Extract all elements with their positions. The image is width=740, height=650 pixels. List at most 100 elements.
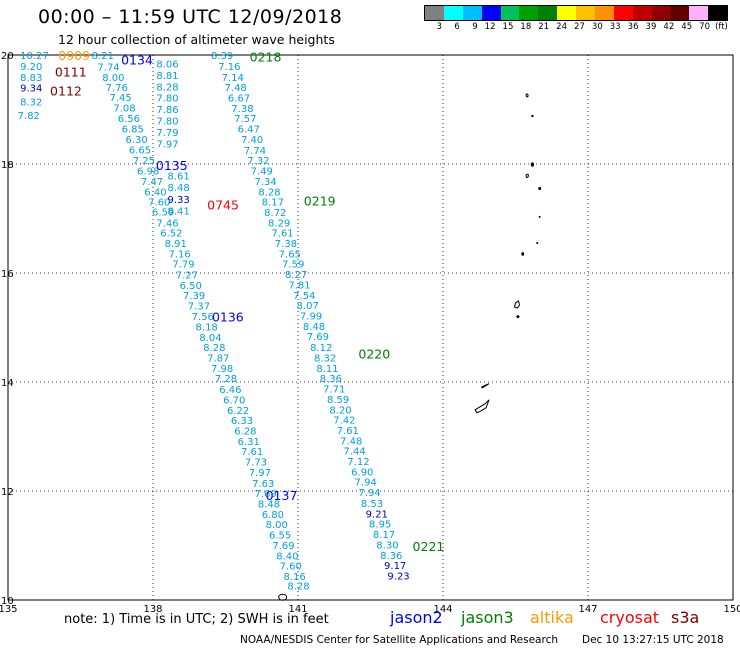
island-ulithi: [278, 593, 288, 601]
swh-value: 8.32: [314, 353, 336, 364]
swh-value: 8.06: [156, 60, 178, 71]
swh-value: 6.85: [122, 125, 144, 136]
lon-tick-label: 147: [578, 604, 597, 615]
map-frame: [7, 54, 734, 601]
land-islands: [278, 93, 542, 601]
island-dot: [516, 315, 520, 319]
swh-value: 7.71: [323, 385, 345, 396]
swh-value: 8.28: [287, 581, 309, 592]
swh-value: 8.00: [266, 520, 288, 531]
swh-value: 7.14: [222, 73, 244, 84]
swh-value: 8.36: [320, 374, 342, 385]
island-pagan: [525, 173, 529, 179]
lat-tick-label: 20: [1, 51, 14, 62]
legend-tick: 45: [681, 22, 693, 32]
swh-value: 7.65: [279, 249, 301, 260]
swh-value: 6.33: [231, 416, 253, 427]
swh-value: 7.54: [293, 291, 315, 302]
legend-tick: 30: [591, 22, 603, 32]
swh-value: 7.56: [192, 312, 214, 323]
legend-tick: 3: [436, 22, 442, 32]
swh-value: 6.59: [152, 207, 174, 218]
swh-value: 7.69: [307, 332, 329, 343]
swh-value: 7.39: [183, 291, 205, 302]
footer-timestamp: Dec 10 13:27:15 UTC 2018: [582, 634, 724, 646]
swh-value: 7.81: [288, 280, 310, 291]
island-dot: [538, 215, 541, 218]
swh-value: 8.40: [276, 551, 298, 562]
swh-value: 7.74: [97, 62, 119, 73]
swh-value: 6.47: [238, 125, 260, 136]
swh-value: 7.59: [282, 260, 304, 271]
island-dot: [521, 252, 525, 256]
swh-value: 8.32: [20, 97, 42, 108]
swh-value: 7.25: [133, 156, 155, 167]
swh-value: 6.50: [180, 281, 202, 292]
swh-value: 7.87: [207, 353, 229, 364]
legend-tick: 15: [502, 22, 514, 32]
swh-value: 6.28: [234, 427, 256, 438]
swh-value: 8.00: [102, 73, 124, 84]
pass-number-0137: 0137: [266, 488, 298, 503]
island-dot: [538, 186, 542, 191]
pass-number-0745: 0745: [207, 197, 239, 212]
pass-number-0219: 0219: [304, 194, 336, 209]
legend-tick: 27: [574, 22, 585, 32]
legend-swatch: [576, 6, 595, 20]
legend-swatch: [538, 6, 558, 20]
swh-value: 8.28: [156, 83, 178, 94]
pass-number-0909: 0909: [58, 48, 90, 63]
swh-value: 8.28: [203, 343, 225, 354]
legend-swatch: [481, 6, 501, 20]
swh-value: 8.48: [168, 183, 190, 194]
legend-swatch: [425, 6, 444, 20]
legend-ticks: 3 6 9 12 15 18 21 24 27 30 33 36 39 42 45 70 (ft): [424, 22, 728, 32]
swh-value: 7.94: [358, 488, 380, 499]
swh-value: 7.57: [234, 114, 256, 125]
island-dot: [531, 114, 534, 118]
swh-value: 8.72: [264, 208, 286, 219]
swh-value: 7.42: [333, 416, 355, 427]
island-dot: [536, 242, 539, 245]
swh-value: 7.76: [106, 83, 128, 94]
legend-swatches: [424, 5, 728, 21]
swh-value: 7.98: [211, 364, 233, 375]
pass-number-0111: 0111: [55, 64, 87, 79]
swh-value: 7.16: [168, 249, 190, 260]
swh-value: 8.12: [310, 343, 332, 354]
axis-labels: 135 138 141 144 147 150 20 18 16 14 12 10: [0, 51, 740, 615]
island-rota: [481, 383, 490, 389]
legend-swatch: [462, 6, 482, 20]
swh-value: 8.36: [380, 551, 402, 562]
legend-swatch: [557, 6, 576, 20]
swh-value: 7.79: [172, 260, 194, 271]
swh-value: 6.65: [129, 145, 151, 156]
island-agrihan: [525, 93, 529, 98]
pass-number-0221: 0221: [413, 539, 445, 554]
swh-value: 8.29: [268, 218, 290, 229]
lon-tick-label: 144: [433, 604, 452, 615]
legend-swatch: [519, 6, 539, 20]
swh-value: 7.80: [156, 94, 178, 105]
lat-tick-label: 14: [1, 378, 14, 389]
swh-value: 7.34: [255, 177, 277, 188]
color-legend: 3 6 9 12 15 18 21 24 27 30 33 36 39 42 45 70 (ft): [424, 5, 728, 32]
map-title: 00:00 – 11:59 UTC 12/09/2018: [38, 6, 343, 28]
satellite-cryosat: cryosat: [600, 608, 660, 627]
swh-value: 6.40: [144, 187, 166, 198]
map-grid: [7, 54, 734, 601]
swh-value: 7.69: [255, 489, 277, 500]
swh-value: 6.46: [219, 385, 241, 396]
legend-tick: 12: [484, 22, 496, 32]
swh-value: 7.73: [245, 458, 267, 469]
pass-number-0135: 0135: [156, 158, 188, 173]
pass-number-0218: 0218: [250, 50, 282, 65]
swh-value: 7.38: [231, 104, 253, 115]
swh-value: 6.31: [238, 437, 260, 448]
lon-tick-label: 135: [0, 604, 18, 615]
swh-value: 7.94: [355, 478, 377, 489]
pass-number-0136: 0136: [212, 310, 244, 325]
swh-value: 7.37: [188, 302, 210, 313]
legend-tick: 33: [609, 22, 621, 32]
swh-value: 8.61: [168, 171, 190, 182]
